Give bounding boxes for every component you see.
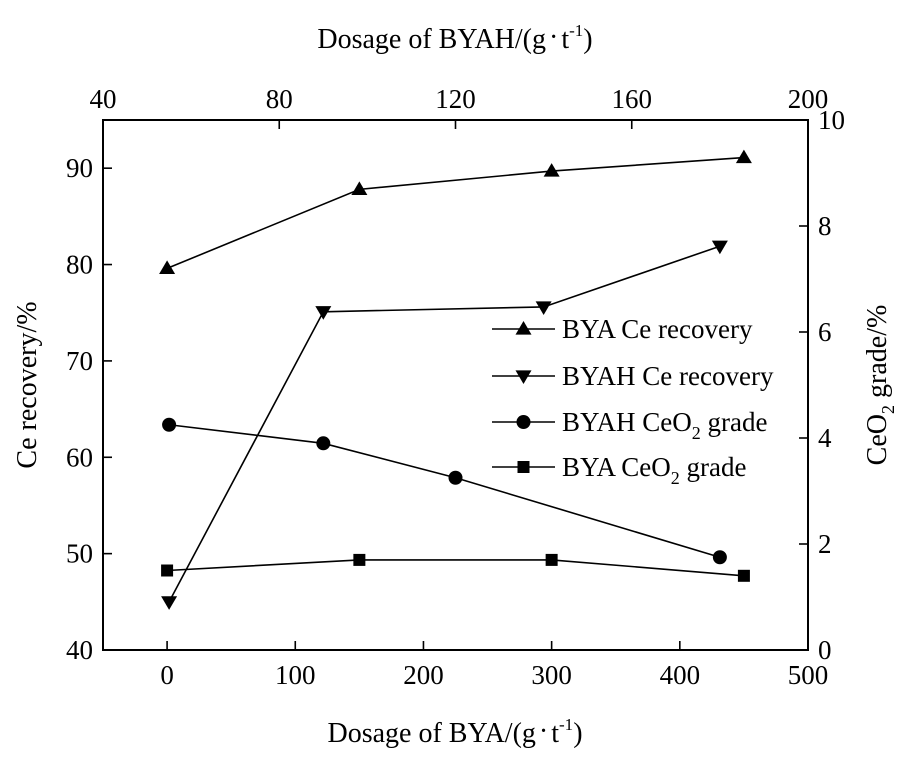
left-axis-tick-label: 80 xyxy=(66,250,93,280)
right-axis-tick-label: 10 xyxy=(818,105,845,135)
top-axis-tick-label: 80 xyxy=(266,84,293,114)
right-axis-tick-label: 2 xyxy=(818,529,832,559)
series-byah-ce-recovery xyxy=(161,240,728,610)
legend-label-tail: grade xyxy=(680,452,747,482)
series-bya-ce-recovery xyxy=(159,149,752,274)
data-point-bya-ceo2-grade xyxy=(161,564,174,577)
top-axis-title-sup: -1 xyxy=(569,21,583,40)
legend-label-main: BYA Ce recovery xyxy=(562,314,753,344)
top-axis-title: Dosage of BYAH/(g · t-1) xyxy=(317,21,592,55)
legend-label: BYAH Ce recovery xyxy=(562,361,774,391)
bottom-axis-tick-label: 200 xyxy=(403,660,444,690)
data-point-byah-ce-recovery xyxy=(315,306,332,320)
data-point-bya-ce-recovery xyxy=(543,163,560,177)
legend-label-main: BYA CeO xyxy=(562,452,671,482)
right-axis-tick-label: 6 xyxy=(818,317,832,347)
top-axis-title-unit: t xyxy=(561,24,569,55)
legend-label-main: BYAH CeO xyxy=(562,407,692,437)
legend-label-tail: grade xyxy=(701,407,768,437)
series-line-bya-ceo2-grade xyxy=(167,559,744,577)
right-axis-tick-label: 4 xyxy=(818,423,832,453)
data-point-bya-ce-recovery xyxy=(351,181,368,195)
right-axis-title-sub: 2 xyxy=(878,405,898,414)
bottom-axis-tick-label: 300 xyxy=(531,660,572,690)
bottom-axis-title-dot: · xyxy=(539,716,548,747)
top-axis-tick-label: 160 xyxy=(612,84,653,114)
legend-entry-bya-ce-recovery: BYA Ce recovery xyxy=(492,314,753,344)
series-line-byah-ce-recovery xyxy=(168,245,721,603)
data-point-bya-ceo2-grade xyxy=(353,553,366,566)
top-axis-tick-label: 40 xyxy=(90,84,117,114)
legend-marker xyxy=(517,461,530,473)
legend-label-sub: 2 xyxy=(692,423,701,443)
left-axis-tick-label: 50 xyxy=(66,539,93,569)
left-axis-title: Ce recovery/% xyxy=(12,301,43,468)
top-axis-title-close: ) xyxy=(583,24,592,55)
data-point-bya-ceo2-grade xyxy=(737,569,750,582)
legend-entry-byah-ceo2-grade: BYAH CeO2 grade xyxy=(492,407,767,443)
data-point-bya-ce-recovery xyxy=(735,149,752,164)
bottom-axis-tick-label: 0 xyxy=(160,660,174,690)
left-axis-tick-label: 60 xyxy=(66,442,93,472)
data-point-byah-ce-recovery xyxy=(711,240,728,255)
legend-entry-byah-ce-recovery: BYAH Ce recovery xyxy=(492,361,774,391)
bottom-axis-title-close: ) xyxy=(573,718,582,749)
series-line-byah-ceo2-grade xyxy=(168,423,721,559)
top-axis-title-dot: · xyxy=(549,22,558,53)
bottom-axis-title-unit: t xyxy=(551,718,559,749)
data-point-byah-ce-recovery xyxy=(535,301,552,315)
right-axis-tick-label: 8 xyxy=(818,211,832,241)
bottom-axis-tick-label: 100 xyxy=(275,660,316,690)
data-point-bya-ce-recovery xyxy=(159,260,176,274)
legend-label-sub: 2 xyxy=(671,468,680,488)
legend-marker xyxy=(516,415,531,429)
data-point-byah-ceo2-grade xyxy=(712,550,727,565)
legend-label: BYAH CeO2 grade xyxy=(562,407,767,443)
series-byah-ceo2-grade xyxy=(162,417,727,565)
bottom-axis-title-sup: -1 xyxy=(559,715,573,734)
legend-label: BYA Ce recovery xyxy=(562,314,753,344)
data-point-byah-ceo2-grade xyxy=(316,436,331,451)
bottom-axis-tick-label: 500 xyxy=(788,660,829,690)
right-axis-tick-label: 0 xyxy=(818,635,832,665)
bottom-axis-title: Dosage of BYA/(g · t-1) xyxy=(327,715,582,749)
bottom-axis-title-main: Dosage of BYA/(g xyxy=(327,718,535,749)
legend-label: BYA CeO2 grade xyxy=(562,452,746,488)
top-axis-title-main: Dosage of BYAH/(g xyxy=(317,24,546,55)
legend-entry-bya-ceo2-grade: BYA CeO2 grade xyxy=(492,452,746,488)
left-axis-tick-label: 90 xyxy=(66,153,93,183)
data-point-byah-ceo2-grade xyxy=(162,417,177,432)
top-axis-tick-label: 200 xyxy=(788,84,829,114)
legend-marker xyxy=(515,321,532,335)
data-point-byah-ce-recovery xyxy=(161,596,178,610)
data-point-byah-ceo2-grade xyxy=(448,470,463,485)
series-layer xyxy=(159,149,752,610)
series-bya-ceo2-grade xyxy=(161,553,750,582)
bottom-axis-tick-label: 400 xyxy=(660,660,701,690)
right-axis-title: CeO2 grade/% xyxy=(862,305,898,466)
series-line-bya-ce-recovery xyxy=(166,156,744,270)
left-axis-tick-label: 70 xyxy=(66,346,93,376)
legend-marker xyxy=(515,370,532,384)
right-axis-title-prefix: CeO xyxy=(862,414,893,465)
right-axis-title-suffix: grade/% xyxy=(862,305,893,405)
legend-label-main: BYAH Ce recovery xyxy=(562,361,774,391)
data-point-bya-ceo2-grade xyxy=(545,553,558,566)
top-axis-tick-label: 120 xyxy=(435,84,476,114)
left-axis-tick-label: 40 xyxy=(66,635,93,665)
